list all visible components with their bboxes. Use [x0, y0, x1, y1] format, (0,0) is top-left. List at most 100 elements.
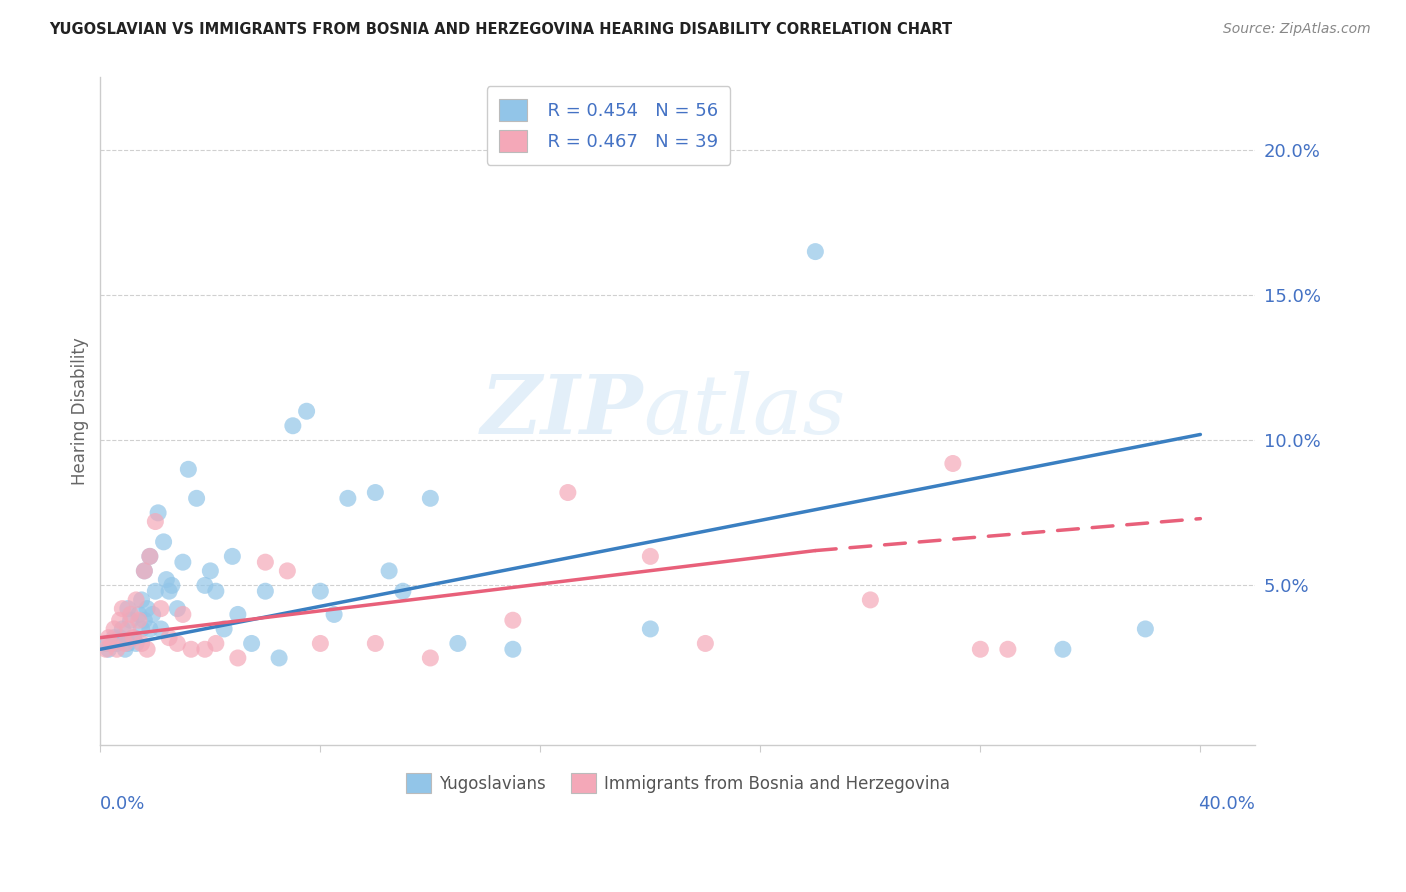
- Point: [997, 642, 1019, 657]
- Point: [142, 607, 165, 622]
- Point: [117, 601, 139, 615]
- Point: [336, 491, 359, 506]
- Point: [143, 515, 166, 529]
- Text: ZIP: ZIP: [481, 371, 643, 451]
- Point: [152, 534, 174, 549]
- Point: [97, 642, 120, 657]
- Point: [172, 555, 194, 569]
- Y-axis label: Hearing Disability: Hearing Disability: [72, 337, 89, 485]
- Point: [226, 607, 249, 622]
- Point: [120, 613, 142, 627]
- Point: [281, 418, 304, 433]
- Point: [134, 564, 156, 578]
- Point: [309, 584, 332, 599]
- Point: [295, 404, 318, 418]
- Point: [94, 642, 117, 657]
- Point: [194, 578, 217, 592]
- Point: [276, 564, 298, 578]
- Point: [117, 622, 139, 636]
- Point: [111, 622, 134, 636]
- Point: [114, 636, 136, 650]
- Point: [419, 491, 441, 506]
- Point: [205, 636, 228, 650]
- Point: [160, 578, 183, 592]
- Point: [254, 584, 277, 599]
- Point: [447, 636, 470, 650]
- Point: [166, 601, 188, 615]
- Point: [105, 642, 128, 657]
- Point: [200, 564, 222, 578]
- Point: [254, 555, 277, 569]
- Point: [226, 651, 249, 665]
- Point: [139, 622, 162, 636]
- Point: [212, 622, 235, 636]
- Point: [131, 622, 153, 636]
- Point: [378, 564, 401, 578]
- Point: [1135, 622, 1157, 636]
- Point: [105, 636, 128, 650]
- Point: [205, 584, 228, 599]
- Point: [186, 491, 208, 506]
- Point: [139, 549, 162, 564]
- Point: [131, 593, 153, 607]
- Point: [103, 622, 125, 636]
- Point: [122, 631, 145, 645]
- Text: atlas: atlas: [643, 371, 845, 451]
- Point: [143, 584, 166, 599]
- Point: [364, 485, 387, 500]
- Point: [221, 549, 243, 564]
- Point: [640, 622, 662, 636]
- Point: [103, 631, 125, 645]
- Point: [157, 584, 180, 599]
- Text: 0.0%: 0.0%: [100, 795, 146, 814]
- Point: [419, 651, 441, 665]
- Point: [108, 613, 131, 627]
- Point: [146, 506, 169, 520]
- Point: [120, 607, 142, 622]
- Point: [392, 584, 415, 599]
- Point: [859, 593, 882, 607]
- Point: [942, 457, 965, 471]
- Point: [111, 601, 134, 615]
- Point: [136, 642, 159, 657]
- Point: [117, 636, 139, 650]
- Point: [157, 631, 180, 645]
- Text: YUGOSLAVIAN VS IMMIGRANTS FROM BOSNIA AND HERZEGOVINA HEARING DISABILITY CORRELA: YUGOSLAVIAN VS IMMIGRANTS FROM BOSNIA AN…: [49, 22, 952, 37]
- Legend: Yugoslavians, Immigrants from Bosnia and Herzegovina: Yugoslavians, Immigrants from Bosnia and…: [399, 766, 956, 800]
- Point: [557, 485, 579, 500]
- Point: [194, 642, 217, 657]
- Point: [128, 607, 150, 622]
- Point: [180, 642, 202, 657]
- Point: [323, 607, 346, 622]
- Point: [149, 622, 172, 636]
- Point: [139, 549, 162, 564]
- Point: [695, 636, 717, 650]
- Point: [364, 636, 387, 650]
- Point: [177, 462, 200, 476]
- Point: [166, 636, 188, 650]
- Point: [125, 636, 148, 650]
- Point: [125, 593, 148, 607]
- Point: [969, 642, 991, 657]
- Point: [136, 601, 159, 615]
- Text: 40.0%: 40.0%: [1198, 795, 1256, 814]
- Point: [269, 651, 291, 665]
- Point: [100, 636, 122, 650]
- Point: [131, 636, 153, 650]
- Point: [149, 601, 172, 615]
- Point: [502, 642, 524, 657]
- Point: [134, 613, 156, 627]
- Text: Source: ZipAtlas.com: Source: ZipAtlas.com: [1223, 22, 1371, 37]
- Point: [155, 573, 177, 587]
- Point: [114, 642, 136, 657]
- Point: [172, 607, 194, 622]
- Point: [240, 636, 263, 650]
- Point: [804, 244, 827, 259]
- Point: [97, 631, 120, 645]
- Point: [134, 564, 156, 578]
- Point: [108, 631, 131, 645]
- Point: [94, 636, 117, 650]
- Point: [502, 613, 524, 627]
- Point: [1052, 642, 1074, 657]
- Point: [122, 631, 145, 645]
